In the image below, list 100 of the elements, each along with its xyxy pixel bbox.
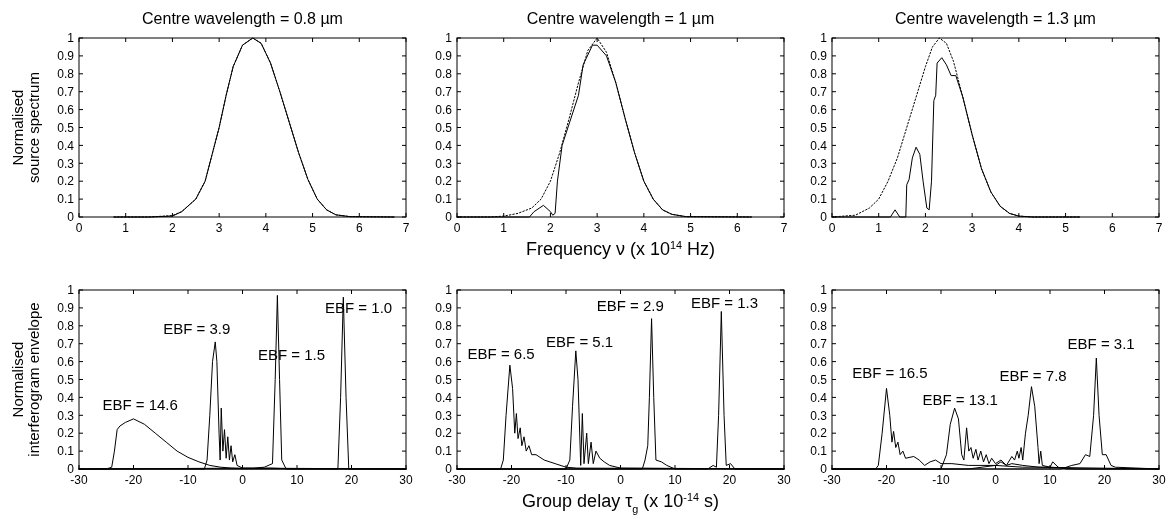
x-tick-label: 0 bbox=[617, 473, 625, 487]
y-tick-label: 0.2 bbox=[435, 174, 453, 189]
y-tick-label: 0.8 bbox=[435, 67, 453, 81]
x-tick-label: 6 bbox=[1108, 221, 1116, 235]
y-tick-label: 0 bbox=[67, 210, 75, 225]
x-tick-label: -10 bbox=[932, 473, 950, 487]
x-tick-label: 4 bbox=[1015, 221, 1023, 235]
x-tick-label: 3 bbox=[593, 221, 601, 235]
y-tick-label: 0.2 bbox=[57, 174, 75, 189]
x-tick-label: 6 bbox=[733, 221, 741, 235]
annotation: EBF = 5.1 bbox=[546, 333, 614, 351]
y-tick-label: 0.8 bbox=[57, 67, 75, 81]
annotation: EBF = 1.3 bbox=[690, 293, 759, 311]
x-tick-label: -10 bbox=[179, 473, 197, 487]
y-tick-label: 0.3 bbox=[810, 156, 828, 171]
x-tick-label: 20 bbox=[344, 473, 359, 487]
y-tick-label: 0 bbox=[820, 210, 828, 225]
y-tick-label: 0.2 bbox=[810, 174, 828, 189]
x-tick-label: 7 bbox=[402, 221, 410, 235]
y-tick-label: 0.5 bbox=[810, 372, 828, 387]
y-tick-label: 0.4 bbox=[810, 138, 828, 153]
y-tick-label: 0.8 bbox=[57, 319, 75, 333]
annotation: EBF = 3.9 bbox=[163, 319, 231, 337]
x-tick-label: 2 bbox=[169, 221, 177, 235]
y-tick-label: 0.9 bbox=[435, 301, 453, 316]
x-tick-label: 7 bbox=[1155, 221, 1163, 235]
y-tick-label: 0.3 bbox=[435, 156, 453, 171]
y-axis-title: Normalised source spectrum bbox=[8, 72, 42, 183]
y-tick-label: 0.6 bbox=[435, 354, 453, 369]
x-tick-label: 10 bbox=[668, 473, 682, 487]
chart-title: Centre wavelength = 1.3 µm bbox=[895, 10, 1096, 27]
annotation: EBF = 2.9 bbox=[596, 296, 664, 314]
x-tick-label: 5 bbox=[1062, 221, 1070, 235]
x-tick-label: -20 bbox=[877, 473, 896, 487]
y-tick-label: 0.3 bbox=[810, 408, 828, 423]
y-tick-label: 0.6 bbox=[57, 102, 75, 117]
y-tick-label: 0.6 bbox=[435, 102, 453, 117]
x-tick-label: 2 bbox=[922, 221, 930, 235]
y-tick-label: 0.3 bbox=[435, 408, 453, 423]
x-tick-label: -20 bbox=[124, 473, 143, 487]
y-tick-label: 0.9 bbox=[810, 301, 828, 316]
y-tick-label: 0.5 bbox=[810, 120, 828, 135]
x-tick-label: -10 bbox=[557, 473, 575, 487]
x-tick-label: 3 bbox=[215, 221, 223, 235]
y-tick-label: 1 bbox=[445, 283, 453, 298]
y-tick-label: 1 bbox=[445, 31, 453, 46]
x-tick-label: 7 bbox=[780, 221, 788, 235]
y-tick-label: 0.5 bbox=[57, 372, 75, 387]
y-tick-label: 0.8 bbox=[810, 319, 828, 333]
x-tick-label: 30 bbox=[777, 473, 791, 487]
y-tick-label: 0.5 bbox=[57, 120, 75, 135]
y-tick-label: 1 bbox=[820, 283, 828, 298]
y-tick-label: 0.4 bbox=[57, 390, 75, 405]
x-tick-label: 5 bbox=[687, 221, 695, 235]
y-tick-label: 0.1 bbox=[57, 444, 75, 459]
x-tick-label: 10 bbox=[1043, 473, 1057, 487]
y-tick-label: 0.9 bbox=[57, 301, 75, 316]
x-tick-label: 20 bbox=[722, 473, 737, 487]
y-tick-label: 1 bbox=[67, 283, 75, 298]
y-tick-label: 0.7 bbox=[57, 336, 75, 351]
y-tick-label: 0.4 bbox=[810, 390, 828, 405]
chart-title: Centre wavelength = 1 µm bbox=[526, 10, 715, 27]
y-tick-label: 0.8 bbox=[810, 67, 828, 81]
x-tick-label: 30 bbox=[1152, 473, 1166, 487]
y-tick-label: 0.2 bbox=[57, 426, 75, 441]
y-tick-label: 0.5 bbox=[435, 372, 453, 387]
y-tick-label: 0 bbox=[445, 210, 453, 225]
y-tick-label: 0.7 bbox=[810, 84, 828, 99]
y-tick-label: 0.6 bbox=[57, 354, 75, 369]
x-tick-label: 0 bbox=[239, 473, 247, 487]
chart-title: Centre wavelength = 0.8 µm bbox=[142, 10, 343, 27]
y-tick-label: 0.1 bbox=[435, 192, 453, 207]
y-axis-title: Normalised interferogram envelope bbox=[8, 302, 42, 457]
x-tick-label: 1 bbox=[122, 221, 130, 235]
y-tick-label: 0.8 bbox=[435, 319, 453, 333]
x-tick-label: 1 bbox=[500, 221, 508, 235]
x-tick-label: 20 bbox=[1097, 473, 1112, 487]
y-tick-label: 0.6 bbox=[810, 354, 828, 369]
y-tick-label: 0.4 bbox=[435, 390, 453, 405]
y-tick-label: 0.1 bbox=[435, 444, 453, 459]
y-tick-label: 0.4 bbox=[435, 138, 453, 153]
y-tick-label: 0.9 bbox=[810, 49, 828, 64]
y-tick-label: 0.2 bbox=[810, 426, 828, 441]
y-tick-label: 0.1 bbox=[810, 444, 828, 459]
x-tick-label: 5 bbox=[309, 221, 317, 235]
annotation: EBF = 6.5 bbox=[467, 344, 535, 362]
x-axis-title: Frequency ν (x 10$^{14}$ Hz) bbox=[525, 239, 716, 259]
x-tick-label: 4 bbox=[262, 221, 270, 235]
x-axis-title: Group delay τ$_{g}$ (x 10$^{-14}$ s) bbox=[522, 491, 719, 515]
y-tick-label: 1 bbox=[820, 31, 828, 46]
x-tick-label: 4 bbox=[640, 221, 648, 235]
y-tick-label: 0.3 bbox=[57, 408, 75, 423]
y-tick-label: 0.1 bbox=[810, 192, 828, 207]
annotation: EBF = 7.8 bbox=[999, 367, 1067, 385]
y-tick-label: 0.1 bbox=[57, 192, 75, 207]
y-tick-label: 0.9 bbox=[435, 49, 453, 64]
y-tick-label: 1 bbox=[67, 31, 75, 46]
x-tick-label: 30 bbox=[399, 473, 413, 487]
y-tick-label: 0.7 bbox=[810, 336, 828, 351]
y-tick-label: 0.7 bbox=[435, 336, 453, 351]
